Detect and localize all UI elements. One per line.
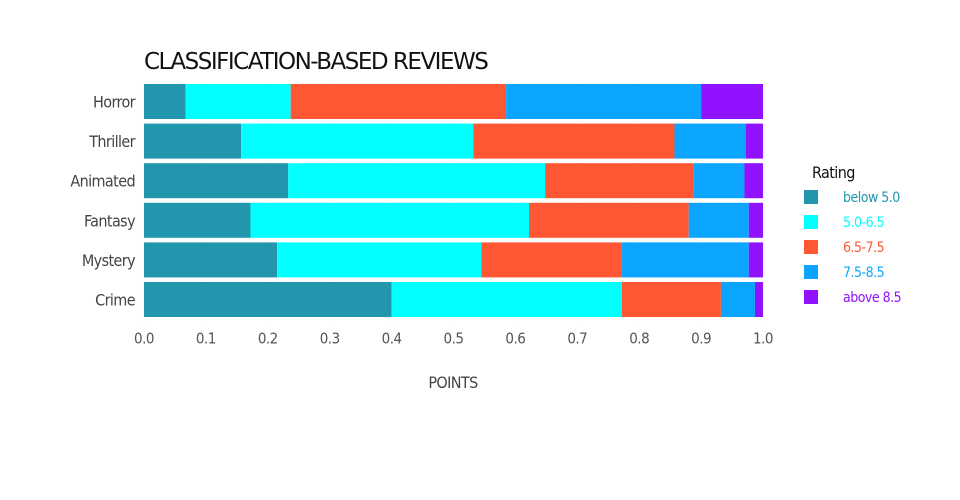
bar-segment — [144, 282, 392, 317]
bar-segment — [545, 163, 694, 199]
x-tick-label: 1.0 — [753, 330, 773, 348]
bar-segment — [693, 163, 745, 199]
legend-swatch — [804, 190, 818, 204]
bar-segment — [185, 84, 291, 119]
bar-segment — [288, 163, 546, 199]
bar-segment — [144, 123, 242, 159]
category-label: Thriller — [88, 132, 135, 151]
bar-segment — [674, 123, 746, 159]
category-label: Animated — [70, 172, 135, 191]
bar-segment — [473, 123, 675, 159]
bar-segment — [144, 242, 278, 278]
x-tick-label: 0.9 — [691, 330, 711, 348]
bar-segment — [744, 163, 763, 199]
bar-segment — [748, 202, 763, 238]
bar-segment — [745, 123, 763, 159]
bar-segment — [144, 163, 289, 199]
bar-segment — [277, 242, 482, 278]
bar-segment — [144, 84, 186, 119]
x-tick-label: 0.7 — [567, 330, 587, 348]
x-tick-label: 0.6 — [505, 330, 525, 348]
bar-segment — [250, 202, 530, 238]
category-label: Crime — [95, 291, 136, 310]
x-axis-title: POINTS — [428, 373, 478, 392]
x-tick-label: 0.1 — [196, 330, 216, 348]
legend-item-label: 7.5-8.5 — [843, 265, 884, 281]
bar-segment — [754, 282, 763, 317]
bar-segment — [529, 202, 689, 238]
bars — [144, 84, 763, 317]
legend-title: Rating — [812, 163, 855, 182]
legend-swatch — [804, 290, 818, 304]
category-label: Mystery — [82, 251, 136, 270]
x-tick-label: 0.4 — [382, 330, 402, 348]
legend-item-label: 6.5-7.5 — [843, 240, 884, 256]
bar-segment — [748, 242, 763, 278]
bar-segment — [506, 84, 702, 119]
bar-segment — [688, 202, 749, 238]
legend-swatch — [804, 265, 818, 279]
legend-swatch — [804, 240, 818, 254]
legend: Rating below 5.0 5.0-6.5 6.5-7.5 7.5-8.5 abo… — [804, 163, 902, 306]
category-label: Fantasy — [84, 211, 136, 230]
legend-item-label: above 8.5 — [843, 290, 901, 306]
bar-segment — [720, 282, 755, 317]
bar-segment — [144, 202, 251, 238]
bar-segment — [241, 123, 474, 159]
x-tick-label: 0.5 — [444, 330, 464, 348]
x-tick-label: 0.0 — [134, 330, 154, 348]
legend-item-label: 5.0-6.5 — [843, 215, 884, 231]
bar-segment — [481, 242, 622, 278]
x-tick-label: 0.3 — [320, 330, 340, 348]
x-tick-label: 0.8 — [629, 330, 649, 348]
bar-segment — [391, 282, 622, 317]
category-labels: Horror Thriller Animated Fantasy Mystery Crim… — [70, 93, 136, 310]
bar-segment — [621, 282, 721, 317]
bar-segment — [290, 84, 507, 119]
legend-swatch — [804, 215, 818, 229]
category-label: Horror — [93, 93, 136, 112]
bar-segment — [701, 84, 763, 119]
legend-item-label: below 5.0 — [843, 190, 900, 206]
chart-title: CLASSIFICATION-BASED REVIEWS — [144, 49, 488, 75]
bar-segment — [621, 242, 749, 278]
x-tick-labels: 0.0 0.1 0.2 0.3 0.4 0.5 0.6 0.7 0.8 0.9 1.0 — [134, 330, 773, 348]
x-tick-label: 0.2 — [258, 330, 278, 348]
gridlines — [143, 80, 764, 322]
